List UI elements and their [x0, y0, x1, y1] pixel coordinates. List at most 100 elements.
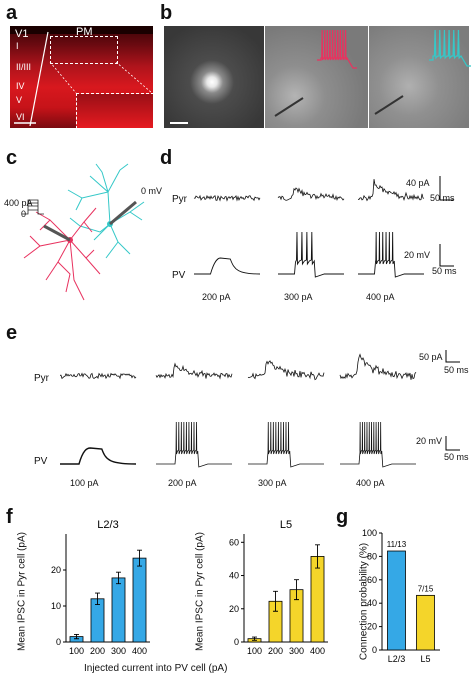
e-current-400: 400 pA: [356, 478, 385, 488]
histology-image: V1 PM I II/III IV V VI: [10, 26, 153, 128]
f-ylabel-right: Mean IPSC in Pyr cell (pA): [194, 532, 206, 651]
y-tick-label: 60: [229, 537, 239, 547]
d-scale-bar-top: [439, 176, 454, 201]
d-scale-bar-bottom: [439, 244, 454, 267]
error-bar: [315, 544, 320, 569]
d-pv-trace: [194, 257, 261, 275]
y-tick-label: 0: [372, 645, 377, 655]
e-scale-mv: 20 mV: [416, 436, 443, 446]
d-scale-pa: 40 pA: [406, 178, 430, 188]
x-tick-label: 400: [310, 646, 325, 656]
y-tick-label: 80: [367, 551, 377, 561]
chart-l5: 0 20 40 60 100 200 300 400 L5: [229, 519, 328, 656]
fluorescence-image: [164, 26, 264, 128]
step-current-label: 400 pA: [4, 198, 33, 208]
y-tick-label: 40: [367, 598, 377, 608]
d-current-300: 300 pA: [284, 292, 313, 302]
x-tick-label: L2/3: [388, 654, 406, 664]
error-bar: [252, 636, 257, 641]
error-bar: [74, 633, 79, 640]
region-pm: PM: [76, 26, 93, 38]
d-pv-label: PV: [172, 270, 186, 281]
bar: [111, 577, 126, 643]
e-current-100: 100 pA: [70, 478, 99, 488]
e-scale-bar-bottom: [445, 436, 460, 451]
bar: [387, 550, 406, 651]
y-tick-label: 20: [51, 565, 61, 575]
d-current-400: 400 pA: [366, 292, 395, 302]
layer-vi: VI: [16, 112, 25, 122]
panel-label-d: d: [160, 147, 173, 169]
y-tick-label: 60: [367, 575, 377, 585]
holding-voltage-label: 0 mV: [141, 186, 163, 196]
d-scale-ms-bottom: 50 ms: [432, 266, 457, 276]
e-current-300: 300 pA: [258, 478, 287, 488]
bar: [310, 556, 325, 643]
error-bar: [95, 592, 100, 606]
x-tick-label: 200: [90, 646, 105, 656]
e-pv-label: PV: [34, 456, 48, 467]
d-current-200: 200 pA: [202, 292, 231, 302]
region-v1: V1: [15, 28, 29, 40]
y-tick-label: 20: [229, 604, 239, 614]
traces-e: [59, 350, 460, 468]
x-tick-label: 300: [289, 646, 304, 656]
panel-label-a: a: [6, 2, 18, 24]
f-ylabel-left: Mean IPSC in Pyr cell (pA): [16, 532, 28, 651]
e-scale-bar-top: [445, 350, 460, 363]
chart-l23: 0 10 20 100 200 300 400 L2/3: [51, 519, 150, 656]
error-bar: [294, 579, 299, 601]
x-tick-label: 200: [268, 646, 283, 656]
chart-title: L5: [280, 519, 292, 531]
x-tick-label: L5: [420, 654, 430, 664]
panel-label-c: c: [6, 147, 18, 169]
x-tick-label: 400: [132, 646, 147, 656]
dic-image-pyr: [369, 26, 471, 128]
d-scale-ms-top: 50 ms: [430, 193, 455, 203]
bar: [90, 598, 105, 643]
d-pyr-trace: [357, 179, 425, 202]
e-pv-trace: [248, 421, 324, 468]
e-current-200: 200 pA: [168, 478, 197, 488]
e-pyr-trace: [155, 362, 233, 380]
layer-v: V: [16, 95, 23, 105]
pv-spike-train: [274, 29, 357, 117]
bar: [416, 594, 435, 651]
pyr-spike-train: [374, 29, 471, 115]
e-pyr-label: Pyr: [34, 373, 49, 384]
y-tick-label: 20: [367, 622, 377, 632]
layer-ii-iii: II/III: [16, 62, 32, 72]
traces-d: [193, 176, 454, 278]
dic-image-pv: [265, 26, 368, 128]
d-pyr-trace: [277, 187, 345, 202]
e-scale-ms-top: 50 ms: [444, 365, 469, 375]
panel-label-g: g: [336, 506, 349, 528]
d-pv-trace: [358, 231, 424, 278]
area-border-line: [14, 31, 153, 127]
error-bar: [273, 590, 278, 612]
layer-iv: IV: [16, 81, 25, 91]
y-tick-label: 0: [234, 637, 239, 647]
y-tick-label: 10: [51, 601, 61, 611]
y-tick-label: 100: [362, 528, 377, 538]
inset-zoom: [76, 93, 153, 128]
e-pyr-trace: [59, 372, 137, 380]
data-label: 7/15: [418, 584, 434, 593]
step-zero-label: 0: [21, 209, 27, 219]
d-pv-trace: [278, 231, 344, 278]
panel-label-e: e: [6, 322, 18, 344]
e-scale-pa: 50 pA: [419, 352, 443, 362]
f-xlabel: Injected current into PV cell (pA): [84, 663, 228, 674]
x-tick-label: 100: [69, 646, 84, 656]
x-tick-label: 100: [247, 646, 262, 656]
error-bar: [137, 549, 142, 567]
e-pv-trace: [156, 421, 232, 468]
d-pyr-label: Pyr: [172, 194, 187, 205]
data-label: 11/13: [387, 540, 407, 549]
e-pv-trace: [60, 447, 137, 465]
layer-i: I: [16, 41, 19, 51]
pia-border: [10, 26, 153, 34]
x-tick-label: 300: [111, 646, 126, 656]
y-tick-label: 0: [56, 637, 61, 647]
e-pyr-trace: [339, 353, 417, 380]
